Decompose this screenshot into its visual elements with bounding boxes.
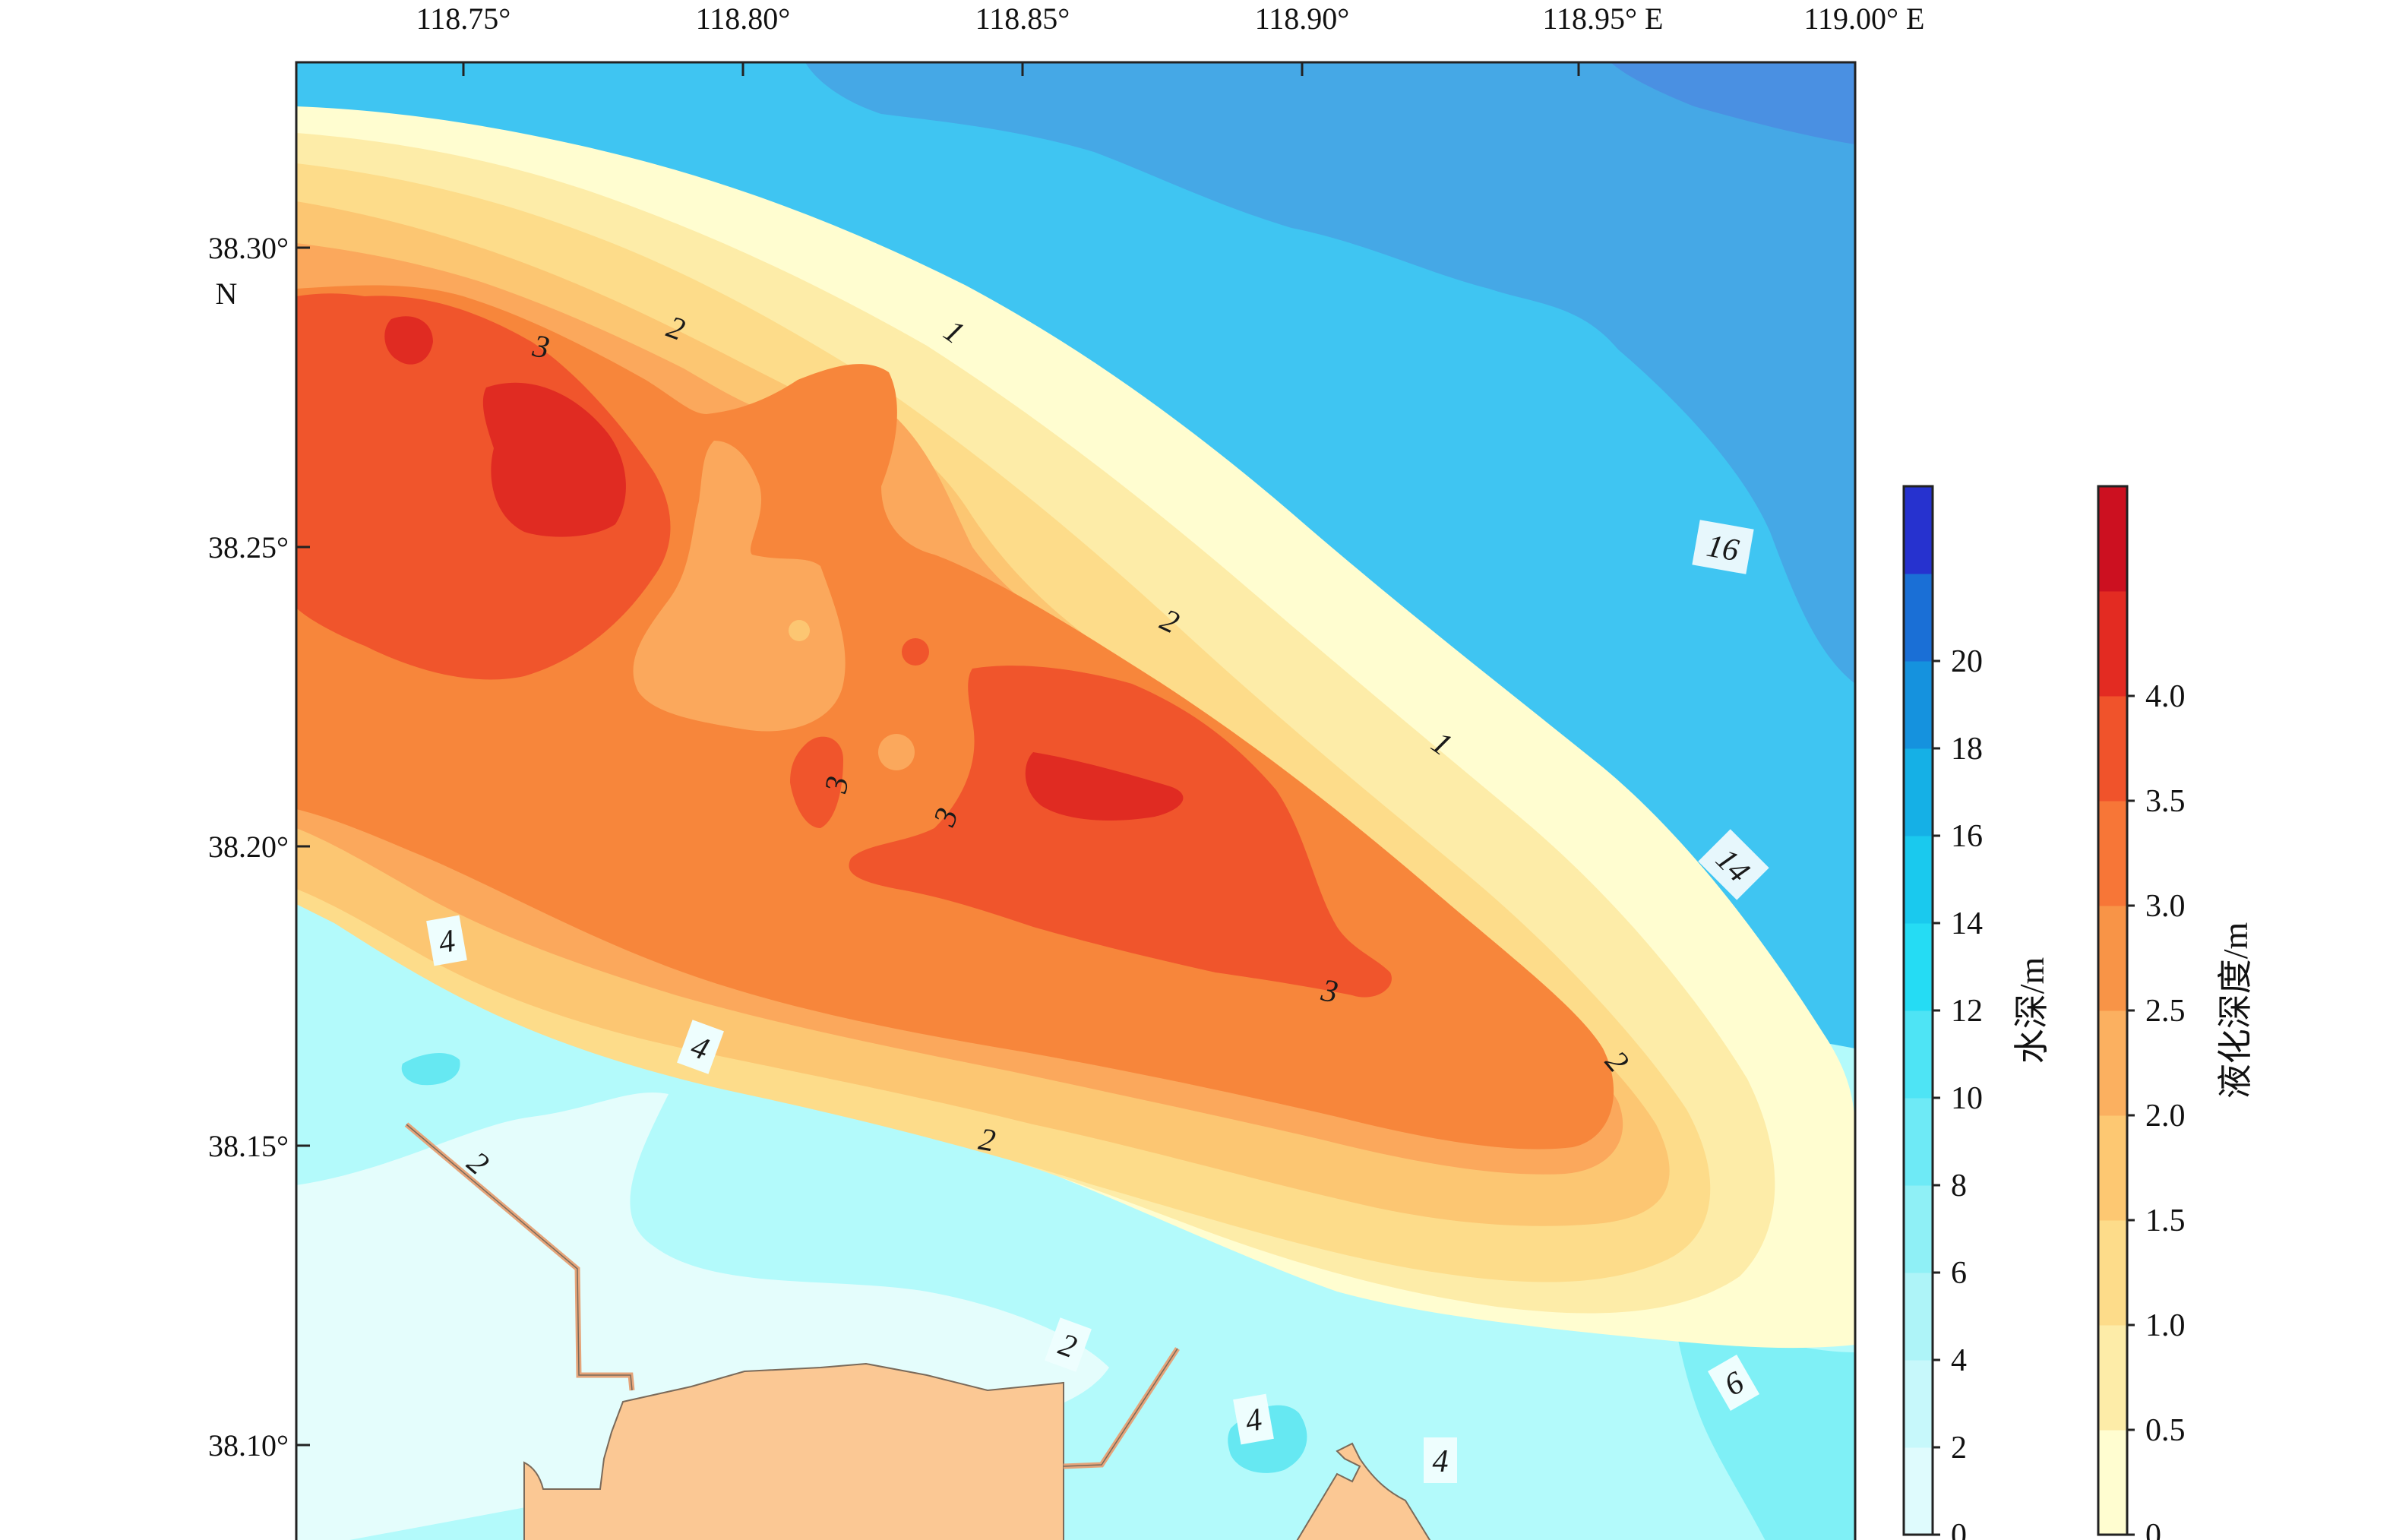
depth-label-bg <box>1707 1355 1760 1411</box>
colorbar-swatch <box>2098 906 2127 1011</box>
colorbar-tick-label: 0 <box>1951 1518 1967 1540</box>
x-tick-marks <box>462 62 1857 76</box>
liquefaction-spot-c <box>902 638 929 666</box>
y-tick-label: 38.30° <box>208 231 289 265</box>
liquefaction-band-3.5-4.0-west <box>482 382 626 537</box>
liquefaction-band-3.5-4.0-spot <box>384 316 433 365</box>
liquefaction-depth-colorbar-title: 液化深度/m <box>2216 922 2255 1099</box>
colorbar-swatch <box>1904 1010 1933 1099</box>
x-tick-label: 119.00° E <box>1804 2 1925 36</box>
y-tick-marks <box>296 246 310 1447</box>
liquefaction-depth-colorbar: 0 0.5 1.0 1.5 2.0 2.5 3.0 3.5 4.0 <box>2097 485 2186 1540</box>
depth-label-bg <box>1045 1317 1092 1372</box>
breakwater-east-outline <box>1063 1348 1178 1467</box>
colorbar-swatch <box>2098 1220 2127 1326</box>
map-frame <box>295 61 1857 1540</box>
breakwater-west-outline <box>406 1124 633 1391</box>
y-tick-label: 38.10° <box>208 1428 289 1463</box>
deepest-sea-region <box>805 62 1855 684</box>
x-tick-label: 118.90° <box>1255 2 1350 36</box>
liquefaction-band-3.0-3.5-small <box>790 736 843 828</box>
colorbar-swatch <box>2098 486 2127 592</box>
colorbar-swatch <box>1904 1185 1933 1273</box>
y-tick-label: 38.15° <box>208 1129 289 1163</box>
depth-label-bg <box>1692 520 1754 574</box>
land-area-east <box>1296 1442 1431 1540</box>
y-tick-label: 38.20° <box>208 830 289 864</box>
colorbar-swatch <box>1904 1447 1933 1535</box>
colorbar-swatch <box>2098 1325 2127 1431</box>
colorbar-tick-label: 12 <box>1951 994 1983 1029</box>
colorbar-swatch <box>1904 1273 1933 1361</box>
colorbar-tick-label: 0 <box>2145 1518 2161 1540</box>
y-unit-label: N <box>216 277 238 311</box>
colorbar-tick-label: 1.0 <box>2145 1308 2186 1343</box>
liquefaction-band-3.5-4.0-center <box>1025 752 1184 821</box>
colorbar-swatch <box>1904 836 1933 924</box>
mid-shallow-sea <box>1671 1307 1855 1540</box>
depth-label-bg <box>677 1020 724 1074</box>
liquefaction-band-3.0-3.5-center <box>849 666 1392 998</box>
depth-label-bg <box>1698 829 1769 900</box>
colorbar-tick-label: 6 <box>1951 1256 1967 1291</box>
colorbar-tick-label: 3.5 <box>2145 784 2186 819</box>
colorbar-swatch <box>1904 486 1933 574</box>
liquefaction-band-3.0-3.5-west <box>296 293 671 680</box>
map-area <box>296 62 1855 1540</box>
colorbar-swatch <box>2098 1115 2127 1221</box>
colorbar-swatch <box>1904 748 1933 836</box>
depth-label-bg <box>1233 1393 1274 1445</box>
depth-contour-labels: 16 14 4 4 2 2 4 4 6 <box>426 520 1769 1483</box>
colorbar-swatch <box>2098 1430 2127 1535</box>
darkest-sea-region <box>1611 62 1855 144</box>
colorbar-swatch <box>1904 923 1933 1011</box>
colorbar-swatch <box>2098 696 2127 802</box>
x-tick-label: 118.80° <box>696 2 791 36</box>
colorbar-tick-label: 4.0 <box>2145 679 2186 714</box>
depth-label: 16 <box>1704 529 1741 569</box>
colorbar-tick-label: 2.5 <box>2145 994 2186 1029</box>
colorbar-tick-label: 10 <box>1951 1081 1983 1116</box>
depth-label: 4 <box>1433 1444 1449 1479</box>
colorbar-swatch <box>1904 661 1933 749</box>
x-tick-labels: 118.75° 118.80° 118.85° 118.90° 118.95° … <box>416 2 1925 36</box>
x-tick-label: 118.85° <box>975 2 1070 36</box>
colorbar-tick-label: 14 <box>1951 906 1983 941</box>
colorbar-tick-label: 2.0 <box>2145 1099 2186 1134</box>
colorbar-swatch <box>1904 1360 1933 1448</box>
colorbar-swatch <box>1904 574 1933 662</box>
small-deep-patch <box>401 1052 460 1086</box>
liquefaction-island-2.0-2.5 <box>633 441 846 732</box>
colorbar-tick-label: 2 <box>1951 1431 1967 1466</box>
colorbar-tick-label: 20 <box>1951 644 1983 679</box>
colorbar-swatch <box>2098 1010 2127 1116</box>
colorbar-swatch <box>2098 801 2127 906</box>
water-depth-colorbar: 0 2 4 6 8 10 12 14 16 18 20 <box>1902 485 1983 1540</box>
colorbar-swatch <box>2098 591 2127 697</box>
water-depth-colorbar-title: 水深/m <box>2012 957 2051 1064</box>
y-tick-label: 38.25° <box>208 530 289 564</box>
colorbar-swatch <box>1904 1098 1933 1186</box>
colorbar-tick-label: 4 <box>1951 1343 1967 1378</box>
land-area <box>523 1362 1064 1540</box>
colorbar-tick-label: 3.0 <box>2145 889 2186 924</box>
colorbar-tick-label: 18 <box>1951 732 1983 767</box>
x-tick-label: 118.95° E <box>1543 2 1664 36</box>
depth-label-bg <box>1424 1437 1457 1483</box>
x-tick-label: 118.75° <box>416 2 511 36</box>
liquefaction-spot-a <box>789 620 810 641</box>
colorbar-tick-label: 8 <box>1951 1168 1967 1203</box>
depth-label-bg <box>426 915 467 966</box>
liquefaction-spot-b <box>878 734 915 770</box>
colorbar-tick-label: 16 <box>1951 819 1983 854</box>
colorbar-tick-label: 1.5 <box>2145 1203 2186 1238</box>
colorbar-tick-label: 0.5 <box>2145 1413 2186 1448</box>
y-tick-labels: 38.30° N 38.25° 38.20° 38.15° 38.10° <box>208 231 289 1463</box>
